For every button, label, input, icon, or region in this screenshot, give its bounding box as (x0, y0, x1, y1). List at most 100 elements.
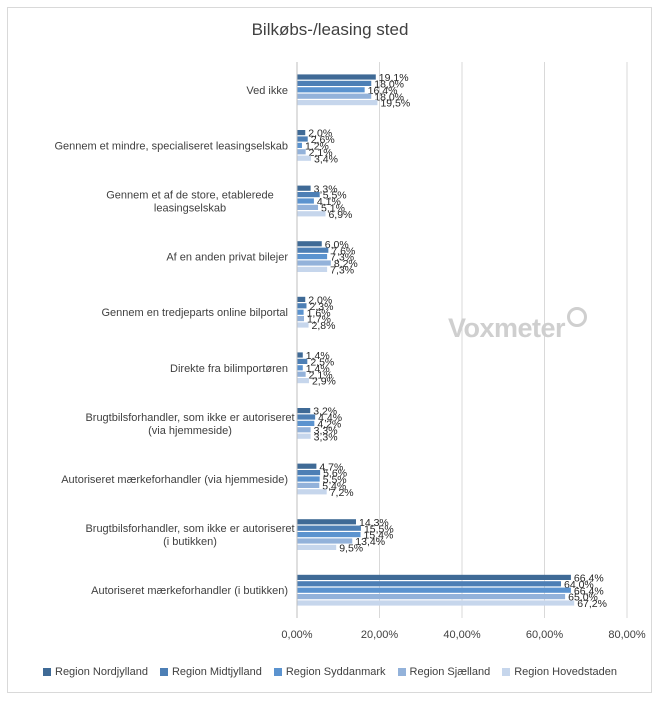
data-label: 2,8% (312, 320, 336, 332)
legend-swatch (43, 668, 51, 676)
legend-label: Region Midtjylland (171, 666, 262, 678)
legend-label: Region Hovedstaden (514, 666, 617, 678)
bar (297, 581, 561, 587)
bar (297, 489, 327, 495)
data-label: 18,0% (374, 79, 404, 91)
data-label: 2,0% (308, 128, 332, 140)
bar (297, 544, 337, 550)
legend-item: Region Midtjylland (159, 666, 262, 678)
data-label: 65,0% (568, 592, 598, 604)
bar (297, 309, 304, 315)
bar (297, 266, 328, 272)
data-label: 1,4% (306, 350, 330, 362)
bar (297, 600, 575, 606)
bar (297, 427, 311, 433)
data-label: 3,2% (313, 406, 337, 418)
bar (297, 408, 311, 414)
bar (297, 358, 308, 364)
x-tick-label: 0,00% (281, 629, 312, 641)
data-label: 8,2% (334, 258, 358, 270)
bar (297, 532, 361, 538)
legend-label: Region Nordjylland (55, 666, 148, 678)
legend-swatch (502, 668, 511, 676)
data-label: 5,5% (323, 190, 347, 202)
data-label: 2,9% (312, 376, 336, 388)
data-label: 2,3% (309, 301, 333, 313)
category-label: Autoriseret mærkeforhandler (i butikken) (91, 585, 288, 597)
legend-item: Region Syddanmark (273, 666, 386, 678)
bar (297, 420, 315, 426)
data-label: 67,2% (577, 598, 607, 610)
globe-icon (567, 307, 587, 327)
bar (297, 365, 303, 371)
bar (297, 538, 353, 544)
data-label: 7,3% (330, 265, 354, 277)
category-label: Gennem en tredjeparts online bilportal (101, 307, 288, 319)
data-label: 66,4% (574, 573, 604, 585)
data-label: 9,5% (339, 543, 363, 555)
data-label: 13,4% (355, 536, 385, 548)
bar (297, 260, 331, 266)
data-label: 1,2% (305, 141, 329, 153)
bar (297, 470, 321, 476)
bar (297, 136, 308, 142)
data-label: 2,1% (309, 369, 333, 381)
data-label: 5,1% (321, 203, 345, 215)
bar (297, 100, 378, 106)
data-label: 64,0% (564, 579, 594, 591)
bar (297, 519, 356, 525)
data-label: 19,1% (379, 72, 409, 84)
bar (297, 303, 307, 309)
data-label: 66,4% (574, 585, 604, 597)
bar (297, 247, 329, 253)
data-label: 1,4% (306, 363, 330, 375)
bar (297, 525, 361, 531)
bar (297, 80, 372, 86)
chart-title: Bilkøbs-/leasing sted (251, 20, 409, 39)
bar (297, 587, 571, 593)
data-label: 4,1% (317, 196, 341, 208)
bar (297, 198, 314, 204)
bar (297, 322, 309, 328)
bar (297, 192, 320, 198)
data-label: 5,5% (323, 474, 347, 486)
legend-label: Region Syddanmark (285, 666, 386, 678)
x-tick-label: 40,00% (443, 629, 481, 641)
data-label: 14,3% (359, 517, 389, 529)
data-label: 3,3% (314, 425, 338, 437)
bar (297, 296, 306, 302)
data-label: 6,0% (325, 239, 349, 251)
bar (297, 130, 306, 136)
bar (297, 211, 326, 217)
category-label: Autoriseret mærkeforhandler (via hjemmes… (61, 474, 288, 486)
bar (297, 87, 365, 93)
x-tick-label: 80,00% (608, 629, 646, 641)
data-label: 7,3% (330, 252, 354, 264)
bar (297, 574, 571, 580)
bar (297, 476, 320, 482)
data-label: 2,0% (308, 295, 332, 307)
data-label: 15,4% (364, 530, 394, 542)
bar (297, 204, 319, 210)
bar (297, 142, 302, 148)
bar (297, 93, 372, 99)
bar (297, 74, 376, 80)
legend-swatch (159, 668, 168, 676)
data-label: 1,7% (307, 314, 331, 326)
bar (297, 371, 306, 377)
category-label: Gennem et af de store, etablerede (106, 190, 274, 202)
bar (297, 463, 317, 469)
data-label: 2,6% (311, 134, 335, 146)
category-label: Ved ikke (246, 85, 288, 97)
data-label: 15,5% (364, 523, 394, 535)
chart-legend: Region Nordjylland Region Midtjylland Regi… (0, 666, 660, 678)
category-label: Brugtbilsforhandler, som ikke er autoris… (85, 523, 294, 535)
data-label: 4,7% (319, 461, 343, 473)
legend-label: Region Sjælland (409, 666, 491, 678)
bar (297, 482, 320, 488)
bar (297, 414, 316, 420)
data-label: 5,6% (323, 468, 347, 480)
data-label: 4,2% (317, 419, 341, 431)
bar (297, 378, 309, 384)
